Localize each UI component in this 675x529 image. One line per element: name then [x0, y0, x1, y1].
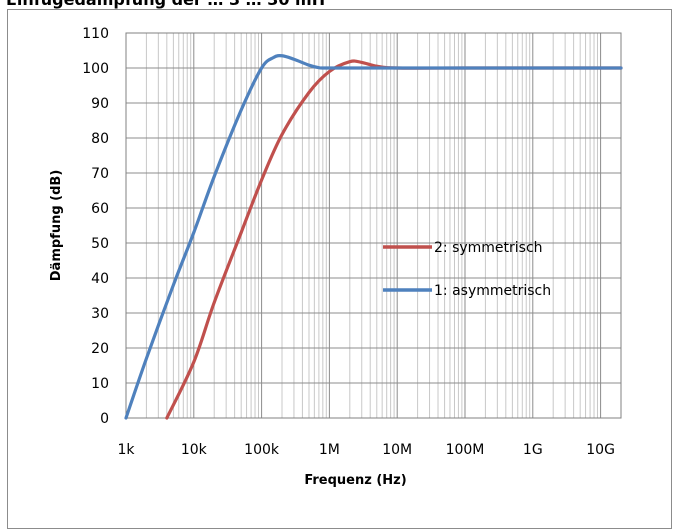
x-axis-label: Frequenz (Hz)	[304, 473, 406, 488]
y-tick-label: 50	[91, 236, 109, 252]
y-tick-label: 70	[91, 166, 109, 182]
plot-border	[125, 32, 622, 419]
x-tick-label: 10k	[181, 442, 208, 458]
y-tick-label: 30	[91, 306, 109, 322]
y-tick-label: 90	[91, 96, 109, 112]
y-axis-label: Dämpfung (dB)	[49, 170, 64, 282]
legend: 2: symmetrisch 1: asymmetrisch	[383, 240, 551, 299]
series-line-2	[124, 54, 623, 420]
series-layer	[124, 54, 623, 420]
major-gridlines	[125, 32, 621, 419]
y-tick-label: 80	[91, 131, 109, 147]
y-tick-label: 40	[91, 271, 109, 287]
legend-label-1: 2: symmetrisch	[434, 240, 543, 256]
y-tick-label: 0	[100, 411, 109, 427]
chart-svg: 0 10 20 30 40 50 60 70 80 90 100 110 1k 10k 100k 1M 10M…	[49, 26, 623, 488]
x-tick-label: 10G	[586, 442, 615, 458]
y-tick-label: 10	[91, 376, 109, 392]
y-tick-label: 110	[82, 26, 109, 42]
y-tick-label: 20	[91, 341, 109, 357]
x-tick-label: 1k	[117, 442, 135, 458]
x-tick-label: 100M	[446, 442, 485, 458]
x-tick-label: 1M	[319, 442, 340, 458]
x-tick-label: 10M	[382, 442, 412, 458]
y-tick-label: 100	[82, 61, 109, 77]
header-fragment: Einfügedämpfung der … 3 … 30 mH	[6, 0, 325, 9]
minor-gridlines	[145, 33, 598, 418]
x-tick-label: 1G	[523, 442, 543, 458]
y-tick-labels: 0 10 20 30 40 50 60 70 80 90 100 110	[82, 26, 109, 427]
y-tick-label: 60	[91, 201, 109, 217]
x-tick-labels: 1k 10k 100k 1M 10M 100M 1G 10G	[117, 442, 614, 458]
legend-label-2: 1: asymmetrisch	[434, 283, 551, 299]
x-tick-label: 100k	[244, 442, 280, 458]
